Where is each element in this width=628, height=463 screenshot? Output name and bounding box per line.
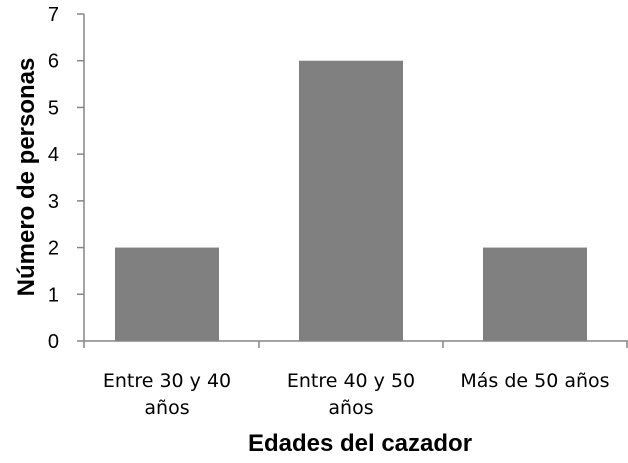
x-axis — [83, 340, 628, 348]
category-labels: Entre 30 y 40 años Entre 40 y 50 años Más de… — [103, 370, 610, 419]
x-category-label: Más de 50 años — [460, 370, 609, 392]
y-tick-label: 0 — [48, 331, 59, 353]
bar-2 — [299, 60, 403, 341]
y-tick-label: 3 — [48, 191, 59, 213]
x-axis-title: Edades del cazador — [248, 430, 472, 457]
bar-1 — [115, 247, 219, 341]
bars — [115, 60, 587, 341]
y-tick-label: 7 — [48, 4, 59, 26]
y-tick-label: 6 — [48, 51, 59, 73]
y-tick-label: 1 — [48, 284, 59, 306]
y-tick-label: 2 — [48, 238, 59, 260]
y-axis: 0 1 2 3 4 5 6 7 — [48, 4, 85, 353]
y-axis-title: Número de personas — [13, 58, 40, 297]
y-tick-label: 5 — [48, 97, 59, 119]
x-category-label: Entre 30 y 40 años — [103, 370, 231, 419]
y-tick-label: 4 — [48, 144, 59, 166]
bar-3 — [483, 247, 587, 341]
x-category-label: Entre 40 y 50 años — [287, 370, 415, 419]
